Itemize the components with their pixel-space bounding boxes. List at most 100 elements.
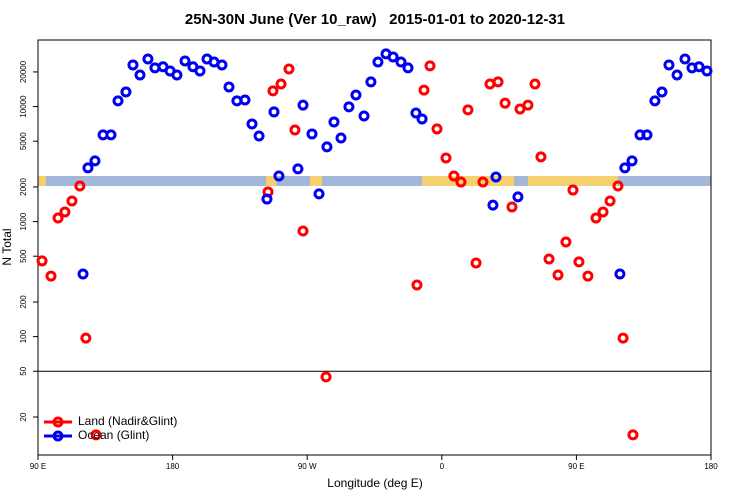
point <box>77 268 89 280</box>
point <box>411 279 423 291</box>
point <box>289 124 301 136</box>
point <box>617 332 629 344</box>
point <box>297 225 309 237</box>
point <box>663 59 675 71</box>
point <box>416 113 428 125</box>
y-tick-label: 50 <box>19 366 28 375</box>
point <box>350 89 362 101</box>
point <box>194 65 206 77</box>
point <box>614 268 626 280</box>
point <box>514 103 526 115</box>
point <box>462 104 474 116</box>
point <box>127 59 139 71</box>
point <box>560 236 572 248</box>
point <box>455 176 467 188</box>
point <box>246 118 258 130</box>
point <box>604 195 616 207</box>
x-tick-label: 90 E <box>568 462 584 471</box>
point <box>179 55 191 67</box>
x-tick-label: 180 <box>166 462 180 471</box>
point <box>492 76 504 88</box>
point <box>656 86 668 98</box>
point <box>267 85 279 97</box>
point <box>448 170 460 182</box>
point <box>641 129 653 141</box>
point <box>297 99 309 111</box>
point <box>216 59 228 71</box>
legend-marker <box>52 416 64 428</box>
legend-label: Ocean (Glint) <box>78 428 149 442</box>
point <box>134 69 146 81</box>
point <box>105 129 117 141</box>
y-tick-label: 20000 <box>19 60 28 83</box>
point <box>239 94 251 106</box>
point <box>142 53 154 65</box>
point <box>671 69 683 81</box>
point <box>253 130 265 142</box>
y-tick-label: 10000 <box>19 95 28 118</box>
point <box>328 116 340 128</box>
point <box>627 429 639 441</box>
point <box>82 162 94 174</box>
land-strip <box>310 176 322 186</box>
point <box>52 212 64 224</box>
point <box>597 206 609 218</box>
point <box>395 56 407 68</box>
point <box>535 151 547 163</box>
x-axis-label: Longitude (deg E) <box>327 476 422 490</box>
point <box>431 123 443 135</box>
y-tick-label: 200 <box>19 295 28 309</box>
point <box>335 132 347 144</box>
point <box>424 60 436 72</box>
surface-mask-strip <box>38 176 711 186</box>
y-axis-label: N Total <box>0 228 14 265</box>
y-tick-label: 2000 <box>19 178 28 196</box>
point <box>275 78 287 90</box>
point <box>490 171 502 183</box>
point <box>321 141 333 153</box>
point <box>590 212 602 224</box>
point <box>80 332 92 344</box>
point <box>679 53 691 65</box>
y-tick-label: 500 <box>19 249 28 263</box>
point <box>552 269 564 281</box>
point <box>320 371 332 383</box>
point <box>292 163 304 175</box>
point <box>506 201 518 213</box>
point <box>477 176 489 188</box>
point <box>626 155 638 167</box>
point <box>567 184 579 196</box>
point <box>701 65 713 77</box>
point <box>313 188 325 200</box>
y-tick-label: 100 <box>19 329 28 343</box>
land-strip <box>528 176 618 186</box>
y-tick-label: 1000 <box>19 212 28 230</box>
point <box>372 56 384 68</box>
legend-label: Land (Nadir&Glint) <box>78 414 177 428</box>
point <box>120 86 132 98</box>
point <box>36 255 48 267</box>
point <box>410 107 422 119</box>
point <box>306 128 318 140</box>
point <box>283 63 295 75</box>
point <box>112 95 124 107</box>
x-tick-label: 90 E <box>30 462 46 471</box>
point <box>612 180 624 192</box>
point <box>59 206 71 218</box>
point <box>418 84 430 96</box>
point <box>387 51 399 63</box>
x-tick-label: 0 <box>440 462 445 471</box>
point <box>90 429 102 441</box>
land-strip <box>38 176 46 186</box>
point <box>487 199 499 211</box>
land-strip <box>266 176 276 186</box>
legend-marker <box>52 430 64 442</box>
point <box>365 76 377 88</box>
x-tick-label: 90 W <box>298 462 317 471</box>
point <box>440 152 452 164</box>
point <box>543 253 555 265</box>
chart-title: 25N-30N June (Ver 10_raw) 2015-01-01 to … <box>185 11 565 28</box>
x-tick-label: 180 <box>704 462 718 471</box>
